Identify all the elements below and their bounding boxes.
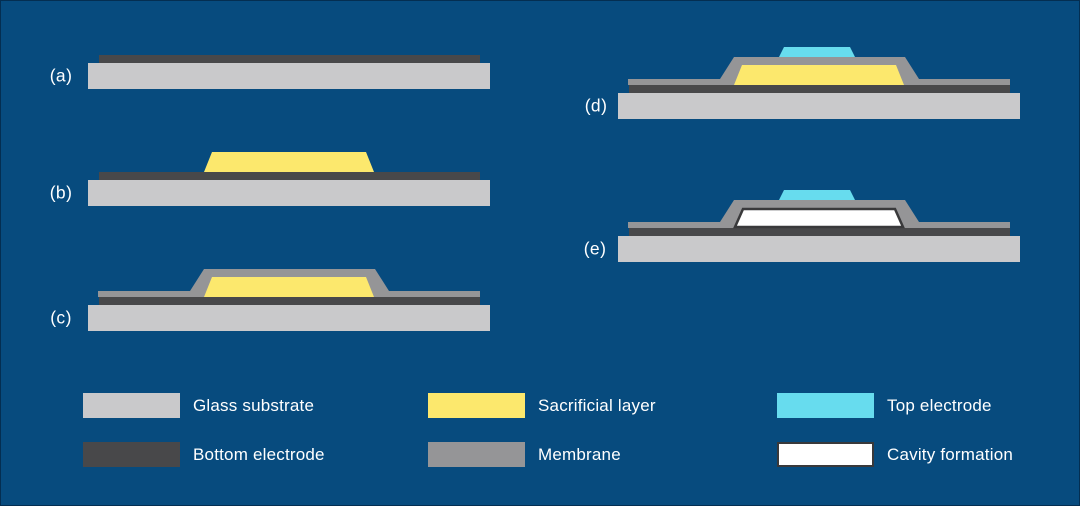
figure-step-d xyxy=(618,47,1020,119)
legend-label-glass-substrate: Glass substrate xyxy=(193,395,315,415)
glass-substrate-layer xyxy=(618,93,1020,119)
legend-item-membrane: Membrane xyxy=(428,442,621,467)
glass-substrate-layer xyxy=(618,236,1020,262)
legend-item-glass-substrate: Glass substrate xyxy=(83,393,314,418)
bottom-electrode-layer xyxy=(99,55,480,63)
step-label-d: (d) xyxy=(584,95,608,116)
legend-item-top-electrode: Top electrode xyxy=(777,393,992,418)
cavity-shape xyxy=(733,207,905,229)
legend-label-sacrificial-layer: Sacrificial layer xyxy=(538,395,656,415)
figure-step-e xyxy=(618,190,1020,262)
legend-item-sacrificial-layer: Sacrificial layer xyxy=(428,393,656,418)
glass-substrate-layer xyxy=(88,305,490,331)
glass-substrate-layer xyxy=(88,63,490,89)
glass-substrate-layer xyxy=(88,180,490,206)
bottom-electrode-layer xyxy=(99,297,480,305)
legend-swatch-glass-substrate xyxy=(83,393,180,418)
sacrificial-layer-shape xyxy=(204,152,374,172)
step-label-e: (e) xyxy=(583,238,607,259)
step-label-c: (c) xyxy=(50,307,72,328)
sacrificial-layer-shape xyxy=(204,277,374,297)
bottom-electrode-layer xyxy=(99,172,480,180)
figure-step-a xyxy=(88,55,490,89)
legend-label-top-electrode: Top electrode xyxy=(887,395,992,415)
figure-step-c xyxy=(88,269,490,331)
legend-swatch-bottom-electrode xyxy=(83,442,180,467)
legend-swatch-membrane xyxy=(428,442,525,467)
sacrificial-layer-shape xyxy=(734,65,904,85)
bottom-electrode-layer xyxy=(629,228,1010,236)
legend-swatch-top-electrode xyxy=(777,393,874,418)
legend-label-cavity-formation: Cavity formation xyxy=(887,444,1014,464)
legend-label-bottom-electrode: Bottom electrode xyxy=(193,444,325,464)
step-label-b: (b) xyxy=(49,182,73,203)
step-label-a: (a) xyxy=(49,65,73,86)
top-electrode-shape xyxy=(779,190,855,200)
top-electrode-shape xyxy=(779,47,855,57)
legend-swatch-sacrificial-layer xyxy=(428,393,525,418)
legend-item-cavity-formation: Cavity formation xyxy=(777,442,1013,467)
figure-step-b xyxy=(88,152,490,206)
legend-item-bottom-electrode: Bottom electrode xyxy=(83,442,325,467)
legend-swatch-cavity-formation xyxy=(777,442,874,467)
legend-label-membrane: Membrane xyxy=(538,444,621,464)
bottom-electrode-layer xyxy=(629,85,1010,93)
